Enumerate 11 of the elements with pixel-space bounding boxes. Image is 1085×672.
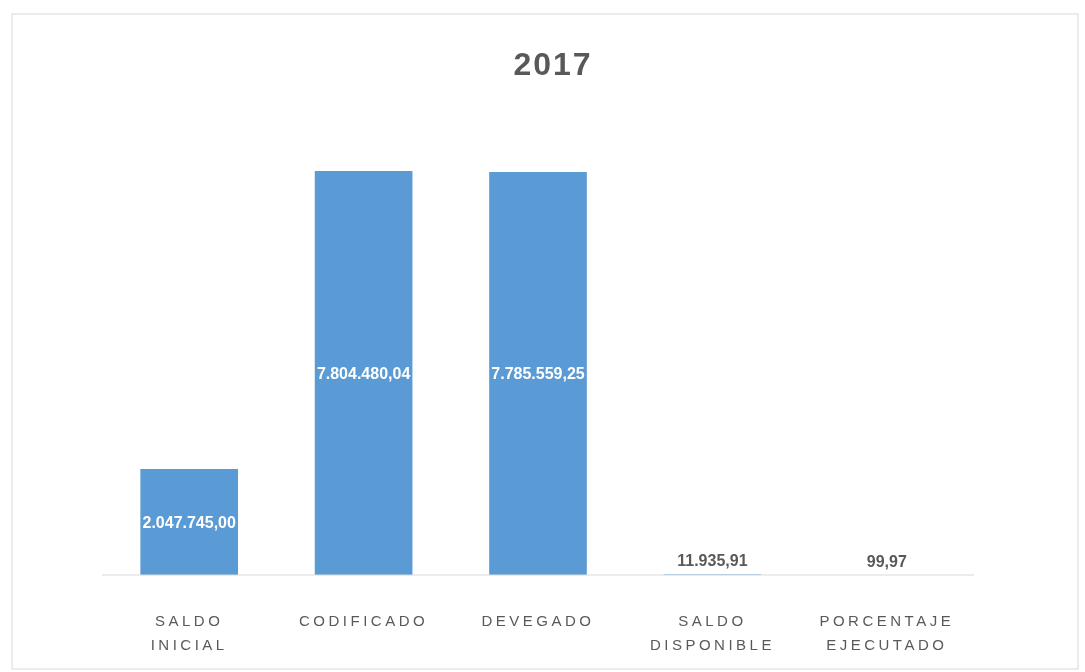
x-tick-label: CODIFICADO <box>299 612 429 629</box>
data-label: 11.935,91 <box>677 552 748 570</box>
x-tick-label: DEVEGADO <box>481 612 595 629</box>
x-tick-label: SALDO INICIAL <box>150 612 228 653</box>
chart-title: 2017 <box>513 46 593 82</box>
x-tick-label: PORCENTAJE EJECUTADO <box>819 612 955 653</box>
data-label: 7.785.559,25 <box>491 365 585 383</box>
data-label: 99,97 <box>866 552 907 570</box>
data-label: 2.047.745,00 <box>142 514 237 531</box>
data-label: 7.804.480,04 <box>316 365 411 382</box>
x-tick-label: SALDO DISPONIBLE <box>649 612 775 653</box>
